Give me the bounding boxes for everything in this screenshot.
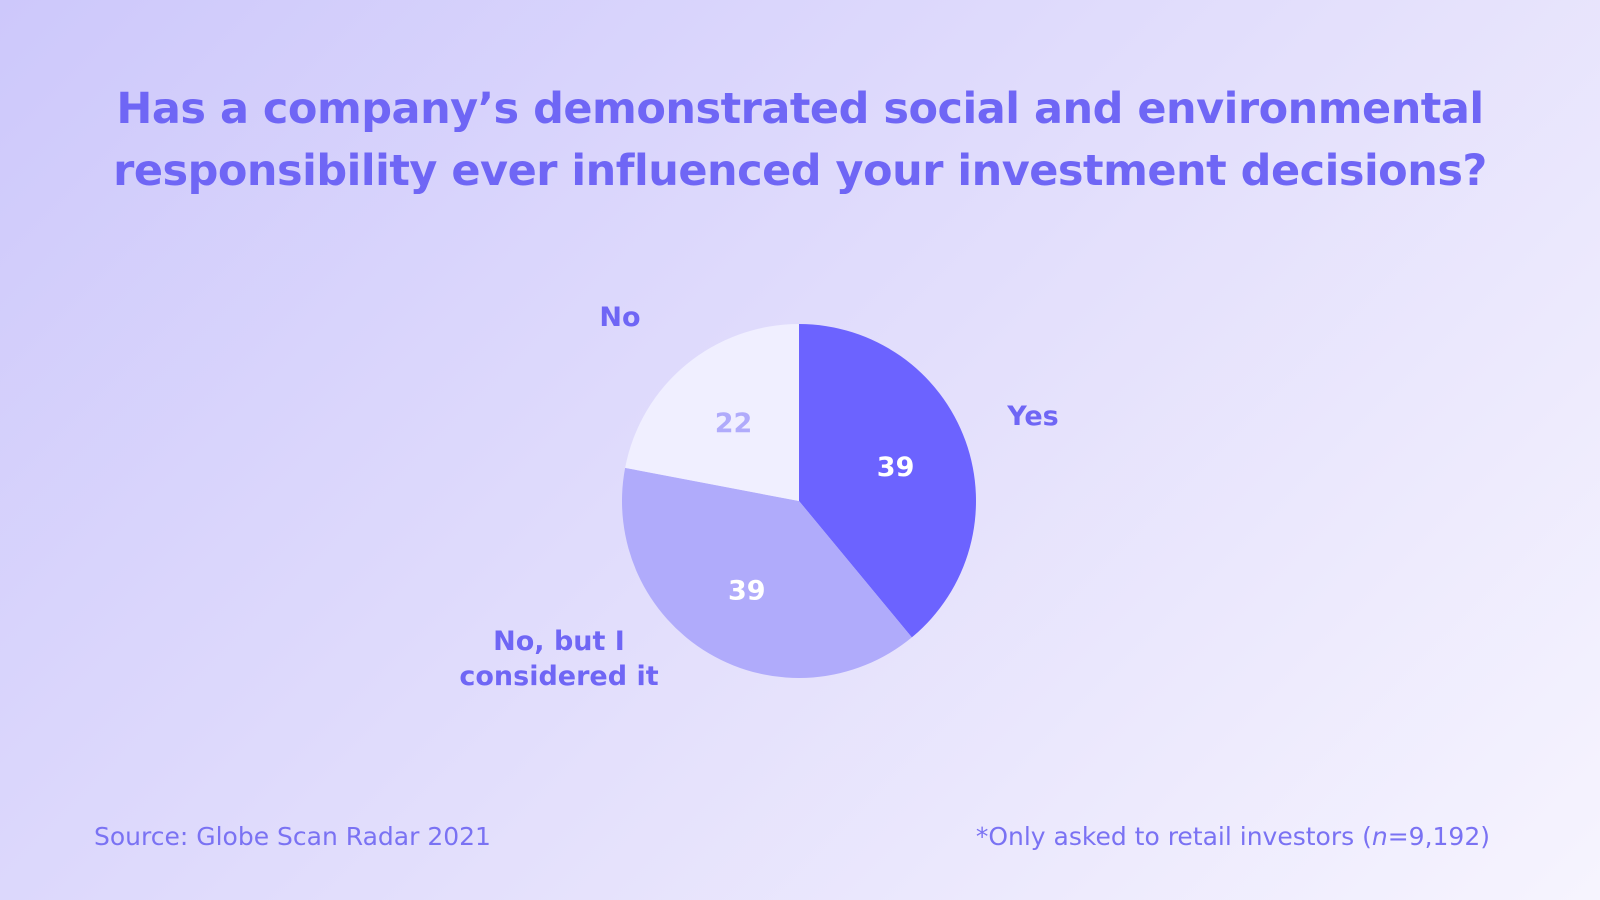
pie-slices bbox=[621, 324, 977, 679]
pie-slice-no bbox=[625, 324, 799, 501]
pie-value-label-yes: 39 bbox=[877, 452, 915, 483]
sample-note: *Only asked to retail investors (n=9,192… bbox=[976, 822, 1490, 852]
pie-slice-no-but-i-considered-it bbox=[621, 467, 912, 679]
pie-category-label-line: No, but I bbox=[493, 626, 625, 657]
chart-title-line-2: responsibility ever influenced your inve… bbox=[113, 146, 1487, 196]
pie-slice-yes bbox=[799, 324, 977, 638]
pie-value-label-no: 22 bbox=[715, 408, 753, 439]
pie-category-label-line: considered it bbox=[459, 661, 658, 692]
pie-value-label-no-but-i-considered-it: 39 bbox=[728, 575, 766, 606]
pie-value-labels: 39 39 22 bbox=[715, 408, 915, 606]
sample-note-suffix: =9,192) bbox=[1387, 822, 1490, 851]
sample-note-n: n bbox=[1371, 822, 1388, 851]
pie-category-labels: Yes No, but I considered it No bbox=[459, 302, 1058, 692]
pie-category-label-yes: Yes bbox=[1006, 401, 1058, 432]
source-note: Source: Globe Scan Radar 2021 bbox=[94, 822, 491, 851]
chart-title: Has a company’s demonstrated social and … bbox=[0, 78, 1600, 202]
pie-category-label-no: No bbox=[599, 302, 640, 333]
pie-category-label-no-but-i-considered-it: No, but I considered it bbox=[459, 626, 658, 692]
sample-note-prefix: *Only asked to retail investors ( bbox=[975, 822, 1372, 851]
pie-category-label-line: Yes bbox=[1006, 401, 1058, 432]
chart-title-line-1: Has a company’s demonstrated social and … bbox=[116, 84, 1484, 134]
pie-category-label-line: No bbox=[599, 302, 640, 333]
